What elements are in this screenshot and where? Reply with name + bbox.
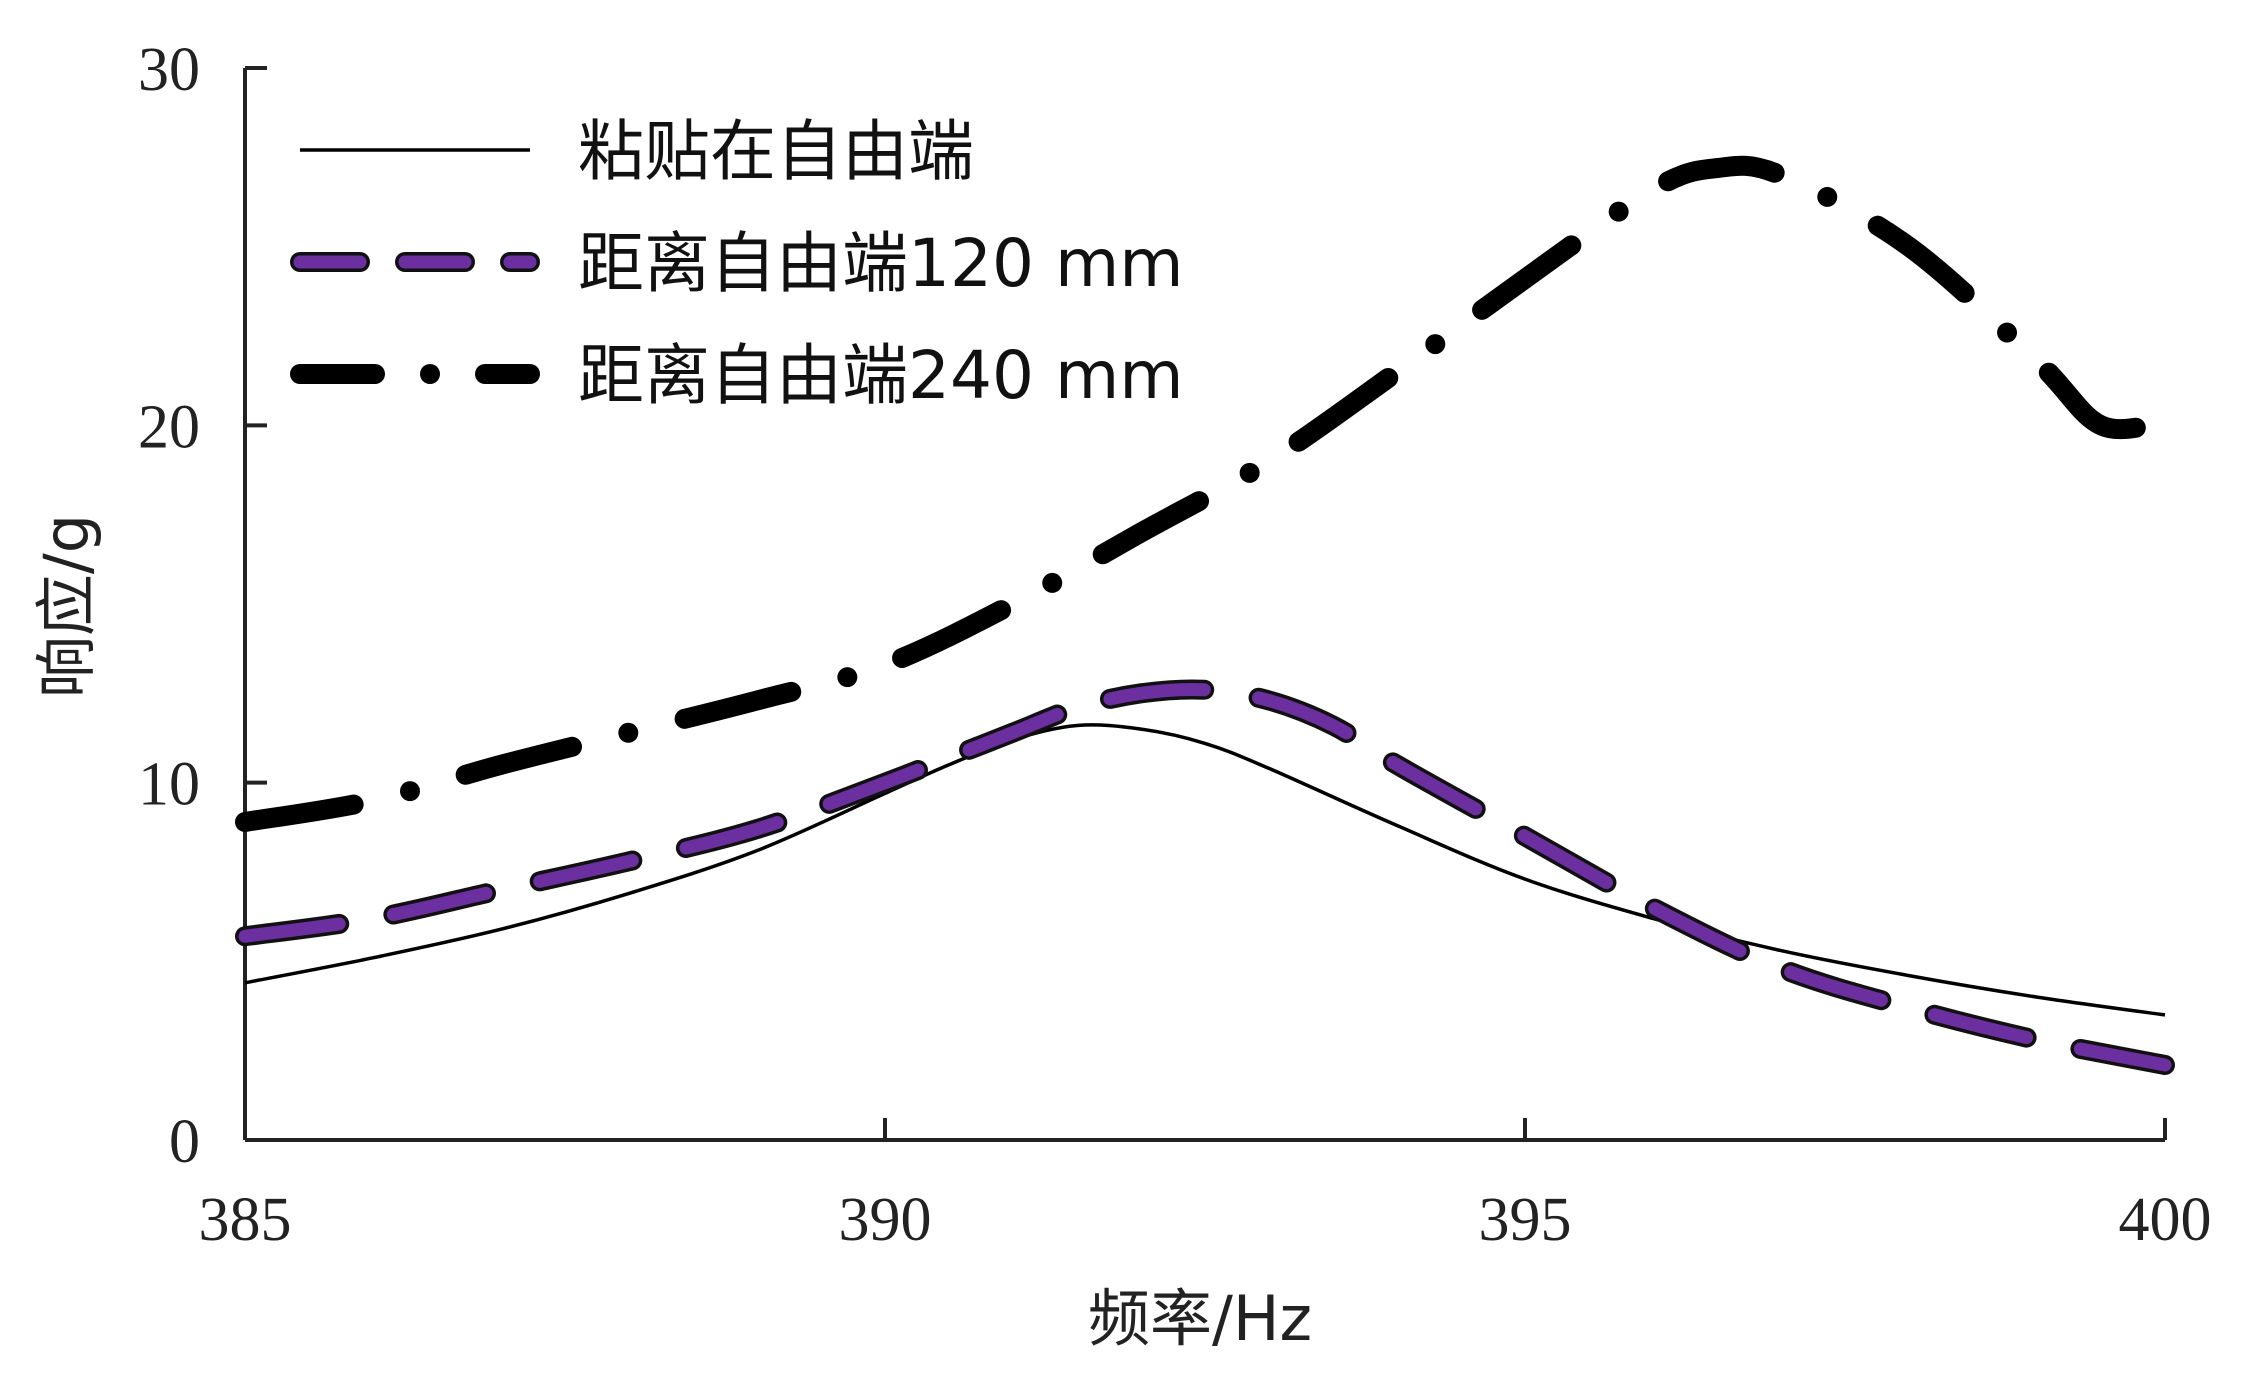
legend-label-1: 粘贴在自由端: [578, 113, 974, 190]
x-axis-title: 频率/Hz: [1088, 1282, 1312, 1355]
series-1-line: [244, 723, 2166, 1017]
series-2-line: [238, 682, 2172, 1072]
x-tick-label: 395: [1479, 1186, 1572, 1254]
y-tick-label: 20: [138, 393, 200, 461]
y-tick-label: 10: [138, 751, 200, 819]
y-axis-title: 响应/g: [30, 514, 103, 698]
series-2: [235, 679, 2175, 1075]
series-layer: [235, 155, 2175, 1075]
x-tick-label: 385: [199, 1186, 292, 1254]
legend-label-3: 距离自由端240 mm: [578, 337, 1184, 414]
series-1: [244, 723, 2166, 1017]
series-3: [235, 155, 2175, 832]
y-tick-label: 30: [138, 36, 200, 104]
axes: 385 390 395 400 0 10 20 30: [138, 36, 2212, 1254]
series-3-line: [235, 155, 2175, 832]
y-tick-label: 0: [169, 1108, 200, 1176]
legend-label-2: 距离自由端120 mm: [578, 225, 1184, 302]
x-tick-label: 390: [839, 1186, 932, 1254]
series-2-line-outline: [235, 679, 2175, 1075]
x-tick-label: 400: [2119, 1186, 2212, 1254]
